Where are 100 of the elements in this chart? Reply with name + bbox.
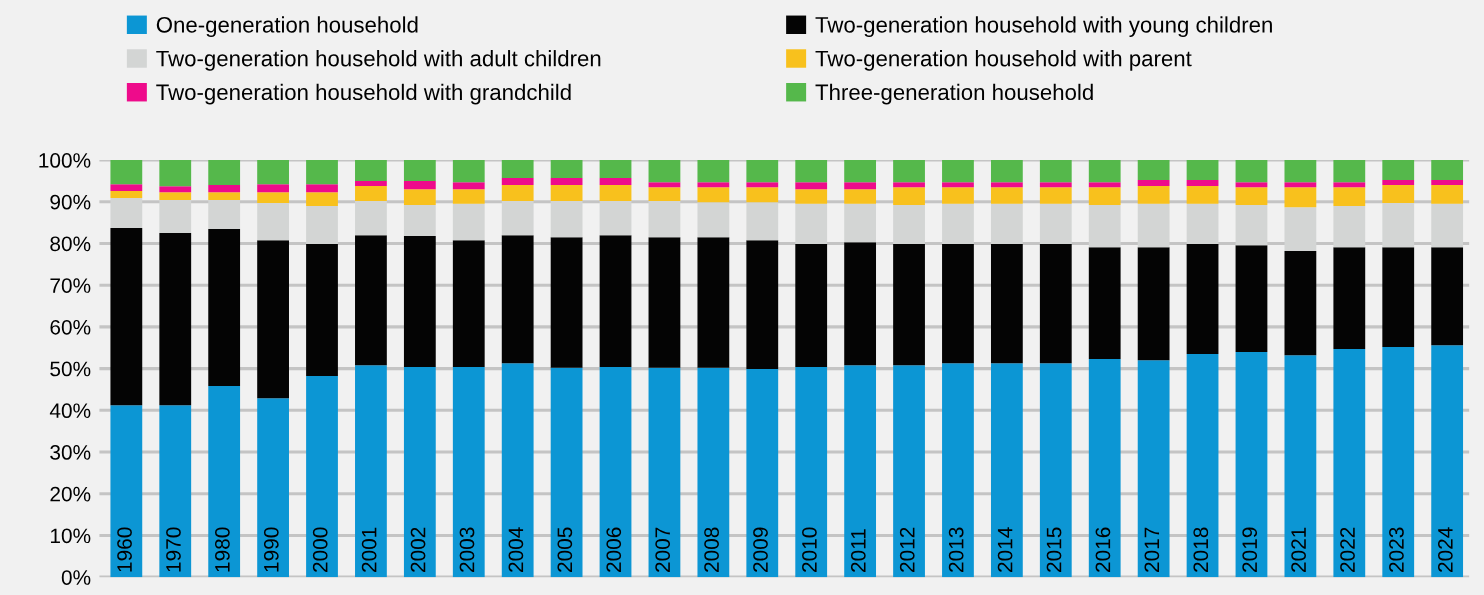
bar (942, 363, 974, 578)
bar (990, 203, 1023, 244)
y-tick-label: 40% (49, 403, 91, 419)
bar (1333, 247, 1366, 349)
bar (257, 160, 289, 185)
bar (599, 235, 632, 367)
y-tick-label: 100% (39, 153, 91, 168)
legend-label: Two-generation household with grandchild (156, 83, 571, 105)
bar (1186, 185, 1219, 204)
bar (306, 205, 338, 244)
bar (697, 182, 730, 188)
bar (403, 366, 436, 578)
bar (452, 366, 485, 578)
bar (501, 363, 534, 578)
bar (1235, 245, 1268, 352)
bar (1039, 182, 1072, 188)
bar (1284, 207, 1317, 251)
x-tick-label: 2023 (1389, 527, 1404, 572)
x-tick-label: 2005 (557, 527, 573, 572)
bar (403, 205, 436, 236)
x-tick-label: 1960 (117, 527, 132, 572)
bar (1284, 187, 1317, 208)
bar (893, 205, 925, 244)
x-tick-label: 2002 (410, 527, 426, 572)
bar (893, 160, 925, 183)
bar (1137, 247, 1170, 361)
bar (1235, 160, 1268, 183)
bar (844, 182, 877, 190)
bar (1235, 205, 1268, 246)
bar (110, 184, 143, 191)
bar (844, 242, 877, 366)
y-tick-label: 20% (50, 486, 91, 502)
bar (1088, 160, 1121, 183)
bar (844, 160, 877, 183)
bar (403, 189, 436, 206)
x-tick-label: 1990 (263, 527, 279, 572)
bar (159, 200, 192, 234)
bar (697, 367, 730, 578)
x-tick-label: 2022 (1340, 527, 1355, 572)
bar (942, 203, 974, 244)
bar (893, 187, 925, 206)
bar (208, 200, 241, 229)
bar (746, 369, 779, 578)
bar (648, 182, 681, 188)
bar (1186, 354, 1219, 578)
bar (355, 180, 387, 186)
bar (648, 237, 681, 368)
y-tick-label: 10% (50, 528, 91, 544)
x-tick-label: 2024 (1437, 527, 1453, 572)
bar (599, 200, 632, 236)
bar (1186, 243, 1219, 354)
bar (110, 198, 143, 229)
bar (1137, 360, 1170, 578)
bar (550, 185, 583, 201)
bar (501, 160, 534, 178)
bar (452, 240, 485, 367)
bar (208, 185, 241, 193)
bar (844, 189, 877, 204)
bar (1186, 160, 1219, 181)
bar (795, 203, 828, 244)
bar (1039, 160, 1072, 183)
bar (159, 233, 192, 406)
x-tick-label: 2000 (312, 527, 328, 572)
bar (306, 243, 338, 377)
bar (1284, 355, 1317, 578)
bar (1235, 351, 1268, 578)
bar (159, 186, 192, 193)
y-tick-label: 70% (50, 278, 91, 293)
bar (942, 243, 974, 364)
bar (1284, 182, 1317, 188)
bar (1333, 349, 1366, 578)
bar (1088, 247, 1121, 360)
x-tick-label: 2019 (1242, 527, 1258, 572)
y-tick-label: 0% (61, 570, 91, 585)
bar (257, 398, 289, 578)
bar (990, 243, 1023, 364)
y-tick-label: 30% (50, 445, 91, 460)
x-tick-label: 2001 (361, 527, 377, 572)
bar (159, 160, 192, 187)
y-tick-label: 50% (50, 361, 91, 377)
bar (355, 185, 387, 201)
bar (648, 160, 681, 183)
bar (1431, 160, 1464, 181)
bar (1431, 180, 1464, 186)
bar (1333, 205, 1366, 248)
bar (893, 182, 925, 188)
bar (990, 363, 1023, 578)
bar (257, 203, 289, 241)
bar (1186, 203, 1219, 244)
bar (501, 235, 534, 364)
bar (403, 235, 436, 367)
bar (550, 177, 583, 186)
x-tick-label: 1970 (166, 527, 181, 572)
bar (1186, 180, 1219, 186)
bar (893, 365, 925, 578)
bar (1137, 180, 1170, 186)
bar (355, 160, 387, 181)
bar (1333, 182, 1366, 188)
bar (599, 185, 632, 201)
bar (795, 366, 828, 578)
